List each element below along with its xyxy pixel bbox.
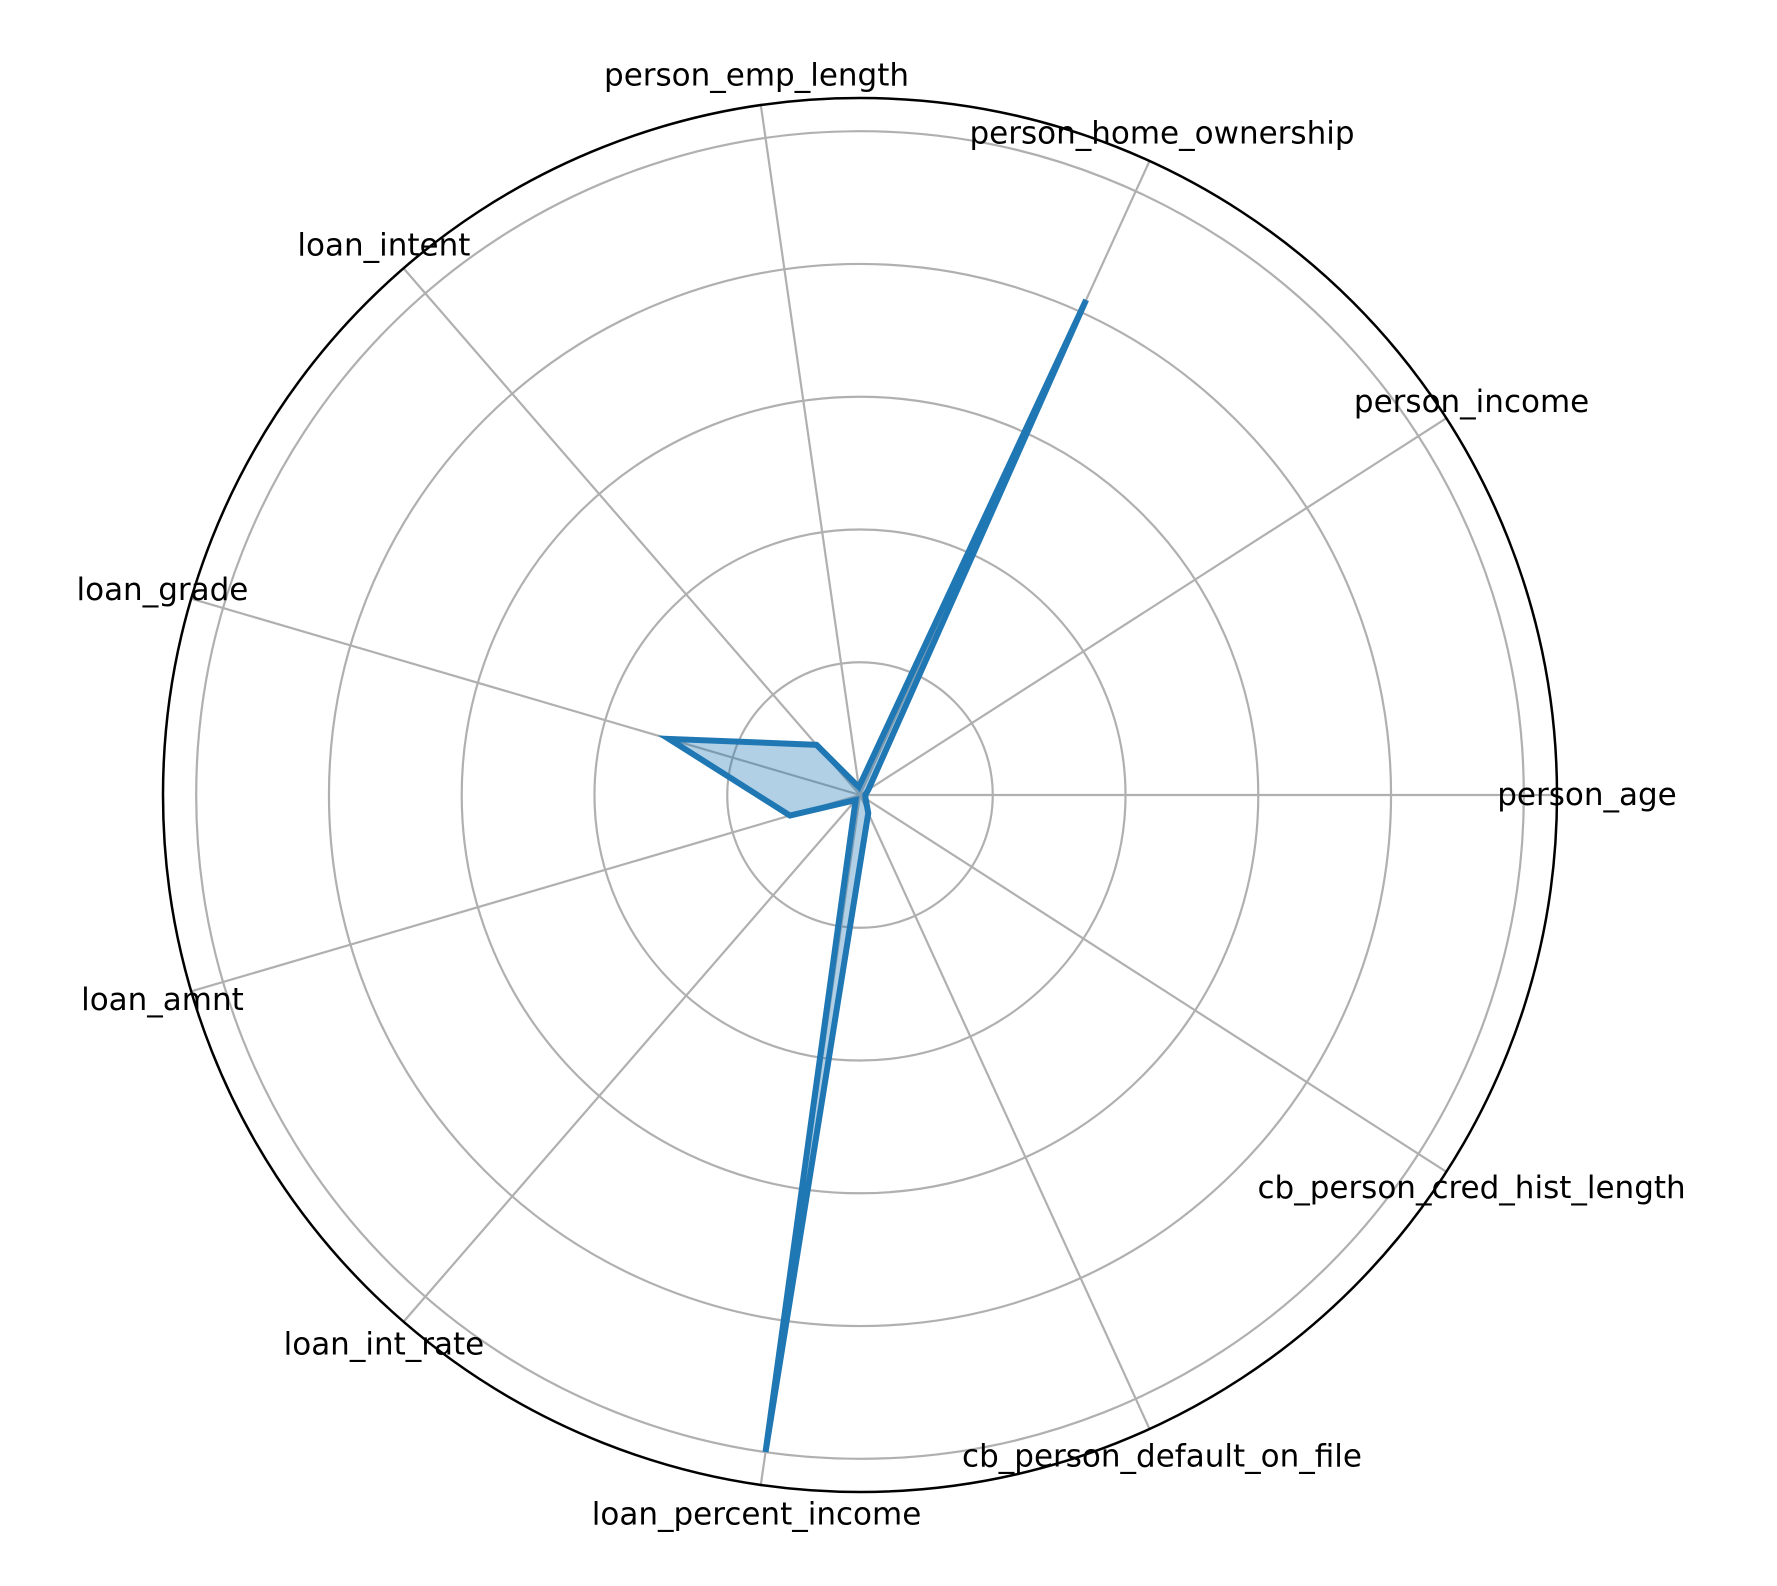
spoke-loan_intent <box>402 267 861 796</box>
axis-label-person_age: person_age <box>1497 777 1677 813</box>
axis-label-loan_percent_income: loan_percent_income <box>592 1497 922 1533</box>
axis-label-loan_intent: loan_intent <box>297 228 470 264</box>
series-area-1 <box>668 299 1087 1453</box>
polar-frame <box>161 96 1559 1494</box>
axis-label-person_emp_length: person_emp_length <box>604 57 909 93</box>
axis-label-person_home_ownership: person_home_ownership <box>969 116 1354 152</box>
axis-label-cb_person_cred_hist_length: cb_person_cred_hist_length <box>1257 1170 1685 1206</box>
series-layer <box>657 298 1089 1453</box>
axis-label-person_income: person_income <box>1354 384 1589 420</box>
spoke-loan_amnt <box>190 793 861 993</box>
spoke-cb_person_default_on_file <box>858 794 1151 1430</box>
series-line-1 <box>657 298 1089 1453</box>
spoke-cb_person_cred_hist_length <box>859 794 1447 1173</box>
angular-grid <box>190 104 1557 1486</box>
spoke-person_emp_length <box>759 104 862 796</box>
axis-label-loan_amnt: loan_amnt <box>81 982 244 1018</box>
axis-label-loan_int_rate: loan_int_rate <box>284 1326 485 1362</box>
axis-label-loan_grade: loan_grade <box>76 572 248 608</box>
spoke-person_income <box>859 417 1447 796</box>
axis-label-cb_person_default_on_file: cb_person_default_on_file <box>962 1438 1362 1474</box>
axis-labels: person_age person_income person_home_owner… <box>76 57 1685 1532</box>
spoke-loan_int_rate <box>402 794 861 1323</box>
spoke-loan_grade <box>190 597 861 797</box>
